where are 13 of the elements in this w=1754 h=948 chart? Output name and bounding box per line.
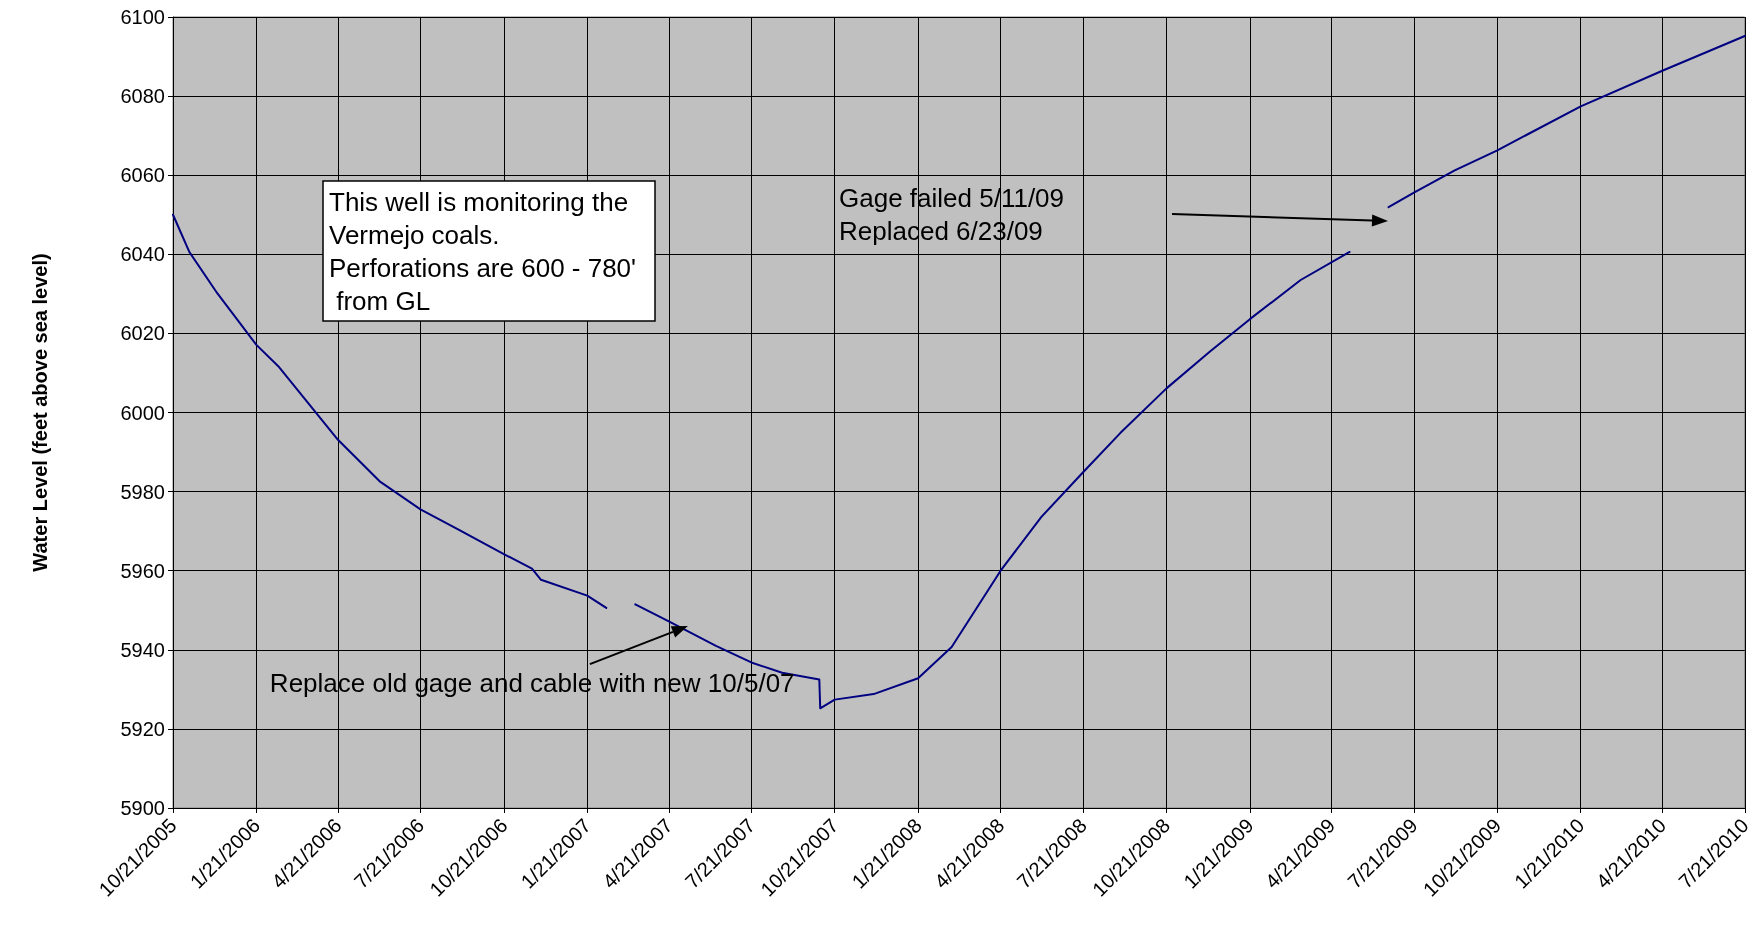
y-tick-label: 5940 [120,638,165,661]
y-tick-label: 6000 [120,401,165,424]
y-tick-label: 5900 [120,797,165,819]
y-axis-title: Water Level (feet above sea level) [29,253,51,572]
y-tick-label: 5920 [120,717,165,740]
y-tick-label: 6020 [120,322,165,345]
annotation: This well is monitoring the Vermejo coals. Perforations are 600 - 780' from GL [329,186,637,316]
y-tick-label: 6100 [120,6,165,28]
y-tick-label: 6080 [120,85,165,108]
y-tick-label: 5960 [120,559,165,582]
y-tick-label: 6060 [120,164,165,187]
y-tick-label: 6040 [120,243,165,266]
y-tick-label: 5980 [120,480,165,503]
